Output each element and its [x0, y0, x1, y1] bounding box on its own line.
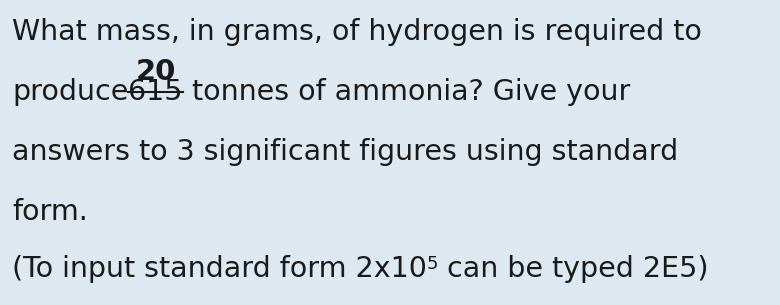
Text: can be typed 2E5): can be typed 2E5) [438, 255, 709, 283]
Text: answers to 3 significant figures using standard: answers to 3 significant figures using s… [12, 138, 679, 166]
Text: 615: 615 [129, 78, 183, 106]
Text: 5: 5 [427, 255, 438, 273]
Text: (To input standard form 2x10: (To input standard form 2x10 [12, 255, 427, 283]
Text: What mass, in grams, of hydrogen is required to: What mass, in grams, of hydrogen is requ… [12, 18, 702, 46]
Text: 20: 20 [136, 58, 176, 86]
Text: produce: produce [12, 78, 129, 106]
Text: form.: form. [12, 198, 88, 226]
Text: tonnes of ammonia? Give your: tonnes of ammonia? Give your [183, 78, 630, 106]
